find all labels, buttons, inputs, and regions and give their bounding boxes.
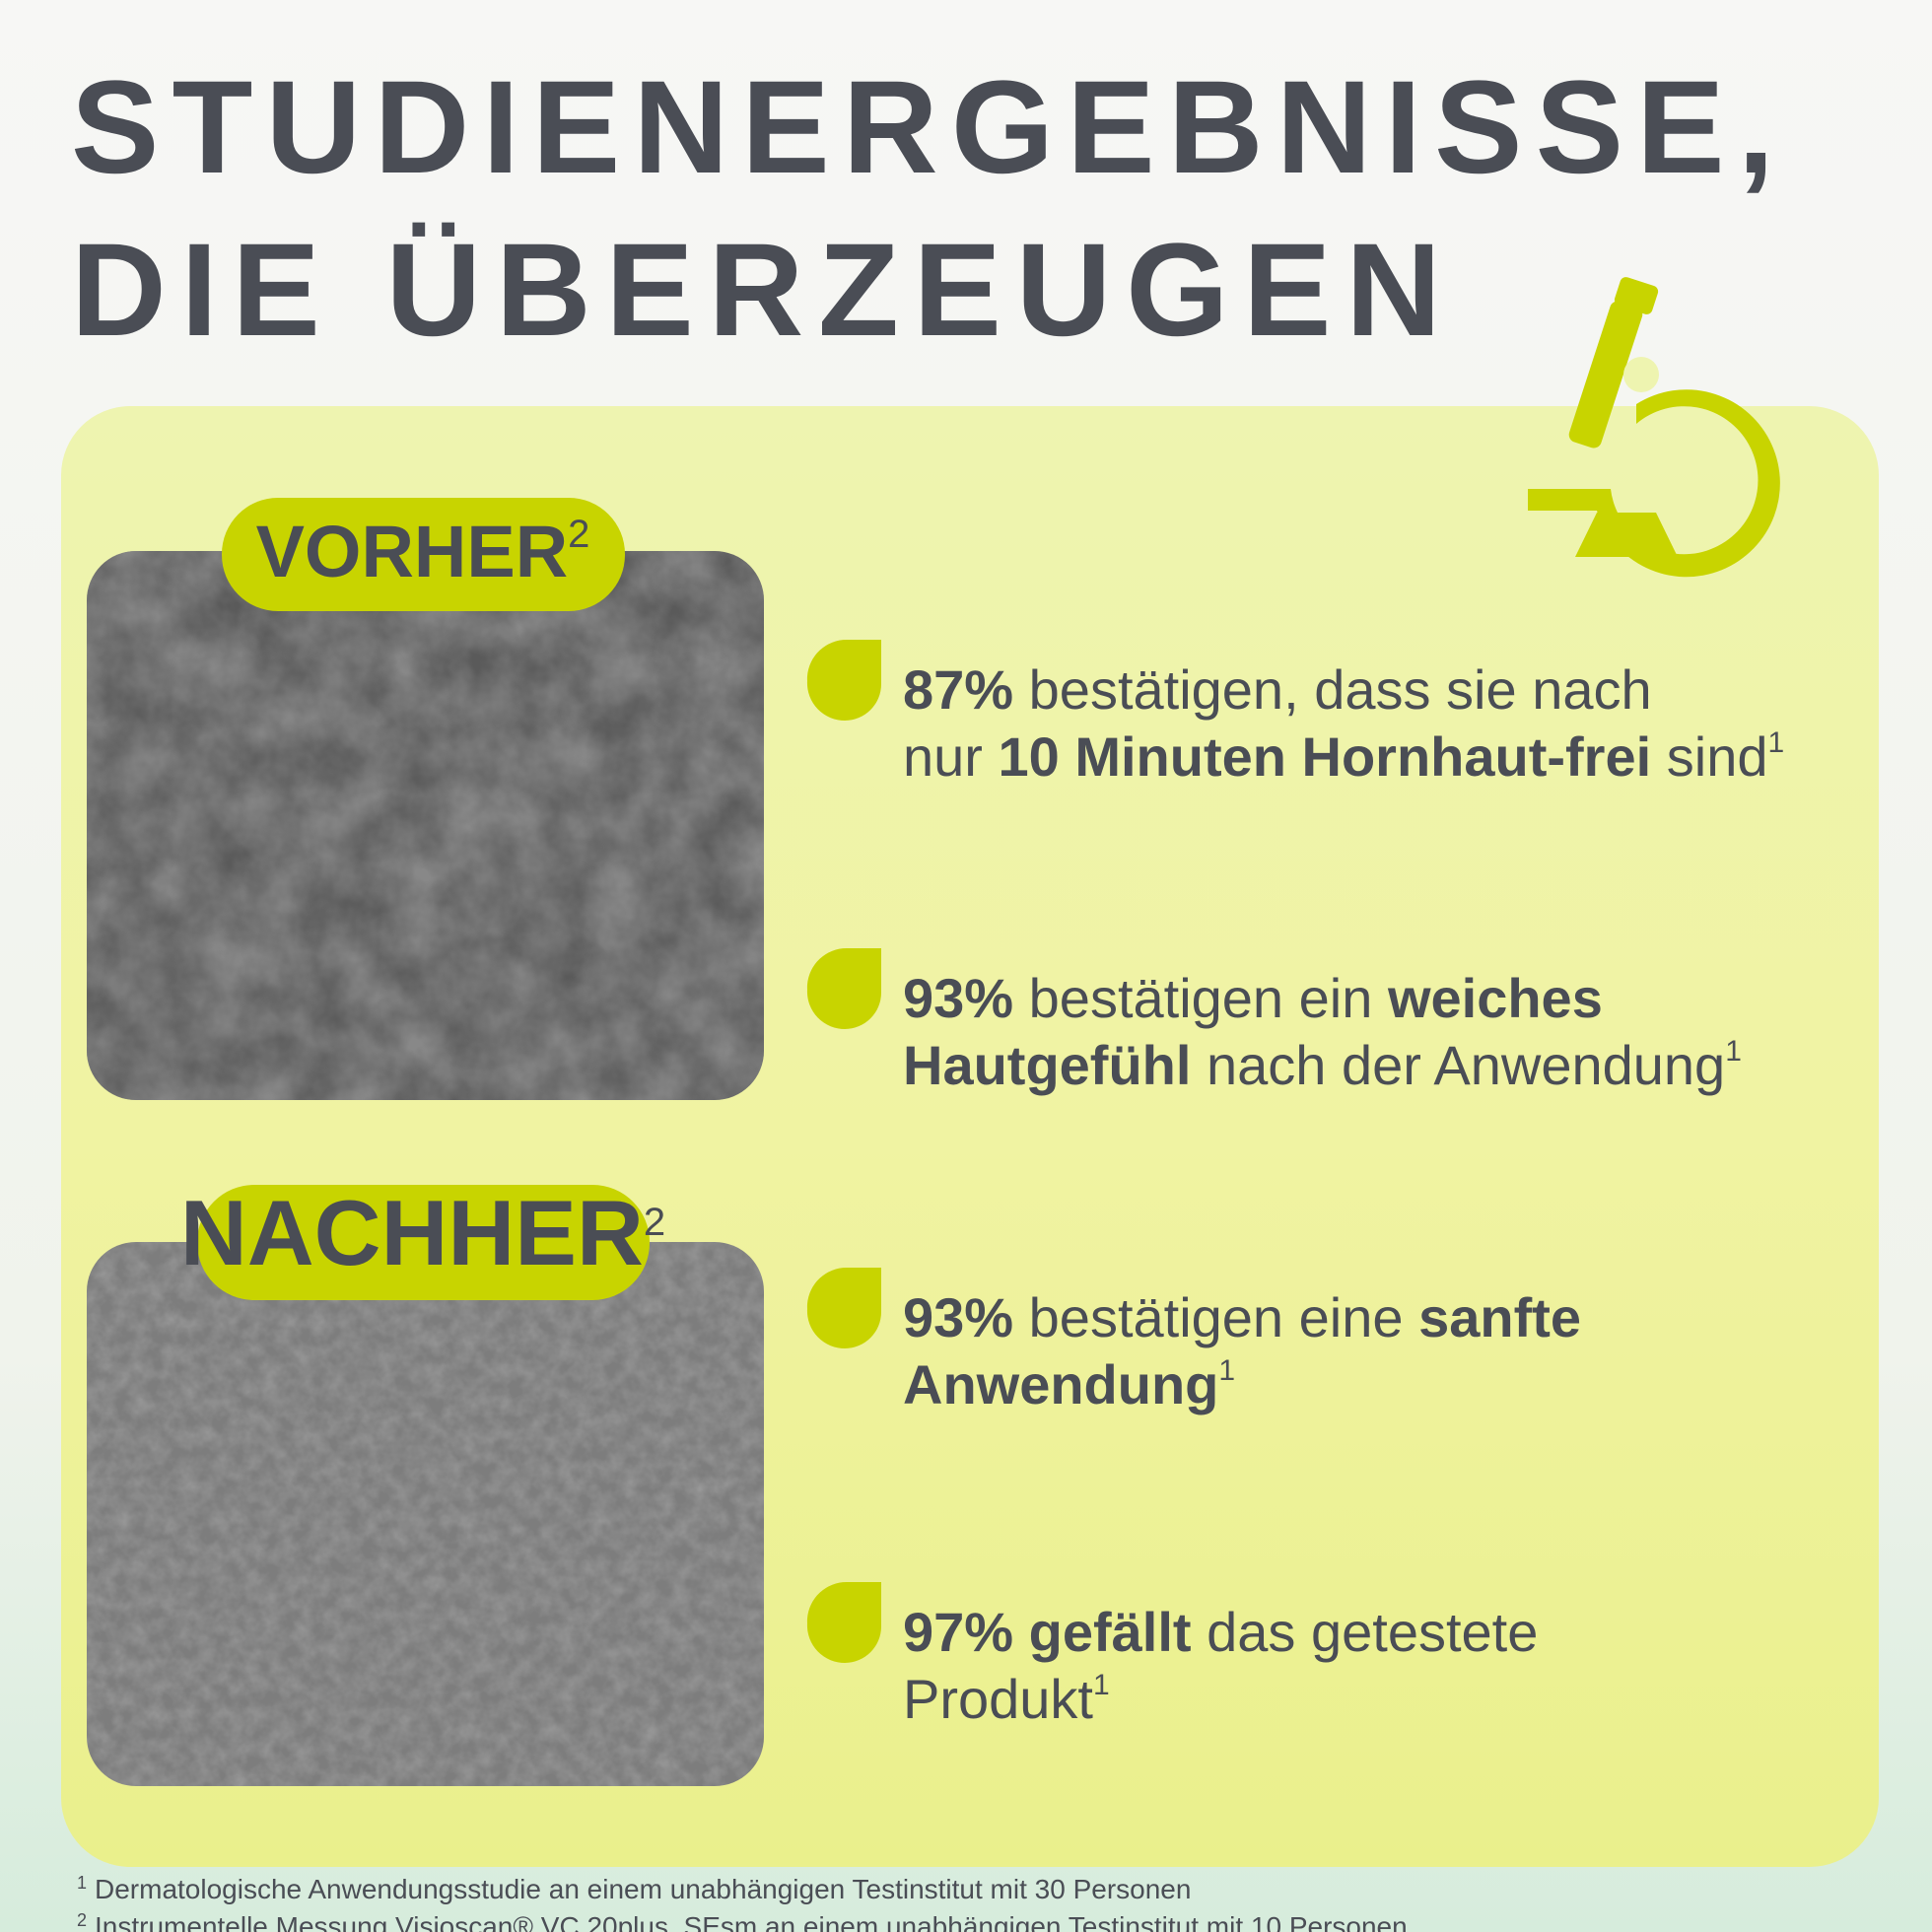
- footnote-marker: 1: [77, 1873, 87, 1893]
- footnote: 1 Dermatologische Anwendungsstudie an ein…: [77, 1873, 1191, 1904]
- stat-text: bestätigen eine: [1013, 1286, 1418, 1348]
- stat-line: Produkt1: [903, 1668, 1110, 1730]
- footnote-text: Instrumentelle Messung Visioscan® VC 20p…: [95, 1911, 1408, 1932]
- footnote-ref: 1: [1767, 726, 1784, 759]
- panel-label-text: VORHER: [256, 511, 569, 592]
- stat-text: sind: [1651, 725, 1767, 788]
- bullet-icon: [806, 1267, 881, 1349]
- bullet-icon: [806, 639, 881, 722]
- microscope-icon: [1528, 277, 1780, 578]
- stat-text: nur: [903, 725, 999, 788]
- footnote-ref: 1: [1093, 1669, 1110, 1701]
- footnote-ref: 2: [644, 1201, 665, 1244]
- footnote-text: Dermatologische Anwendungsstudie an eine…: [95, 1874, 1191, 1904]
- stat-text: nach der Anwendung: [1191, 1034, 1725, 1096]
- stat-text: 87%: [903, 658, 1013, 721]
- label-pill: [222, 498, 625, 611]
- stat-text: Produkt: [903, 1668, 1093, 1730]
- stat-text: 10 Minuten Hornhaut-frei: [999, 725, 1652, 788]
- panel-label-text: NACHHER: [180, 1181, 644, 1284]
- label-pill: [197, 1185, 650, 1300]
- footnote: 2 Instrumentelle Messung Visioscan® VC 20…: [77, 1910, 1408, 1932]
- stat-line: 93% bestätigen eine sanfte: [903, 1286, 1581, 1348]
- before-texture: [87, 551, 764, 1100]
- title-line: STUDIENERGEBNISSE,: [71, 54, 1774, 201]
- stat-text: gefällt: [1013, 1601, 1191, 1663]
- stat-text: 97%: [903, 1601, 1013, 1663]
- stat-text: bestätigen, dass sie nach: [1013, 658, 1652, 721]
- stat-line: 93% bestätigen ein weiches: [903, 967, 1603, 1029]
- stat-line: nur 10 Minuten Hornhaut-frei sind1: [903, 725, 1784, 788]
- panel-label: VORHER2: [256, 511, 590, 592]
- stat-text: das getestete: [1192, 1601, 1539, 1663]
- footnote-ref: 1: [1218, 1354, 1235, 1387]
- stat-text: 93%: [903, 1286, 1013, 1348]
- footnote-ref: 2: [568, 513, 589, 556]
- title-line: DIE ÜBERZEUGEN: [71, 217, 1441, 364]
- stat-line: 97% gefällt das getestete: [903, 1601, 1538, 1663]
- stat-text: sanfte: [1418, 1286, 1581, 1348]
- stat-text: 93%: [903, 967, 1013, 1029]
- stat-text: bestätigen ein: [1013, 967, 1388, 1029]
- stat-line: Hautgefühl nach der Anwendung1: [903, 1034, 1742, 1096]
- bullet-icon: [806, 947, 881, 1030]
- stat-text: Hautgefühl: [903, 1034, 1191, 1096]
- footnote-ref: 1: [1725, 1035, 1742, 1068]
- after-texture: [87, 1242, 764, 1786]
- stat-line: 87% bestätigen, dass sie nach: [903, 658, 1652, 721]
- stat-line: Anwendung1: [903, 1353, 1235, 1415]
- footnote-marker: 2: [77, 1910, 87, 1930]
- bullet-icon: [806, 1581, 881, 1664]
- stat-text: Anwendung: [903, 1353, 1218, 1415]
- panel-label: NACHHER2: [180, 1181, 665, 1284]
- stat-text: weiches: [1387, 967, 1603, 1029]
